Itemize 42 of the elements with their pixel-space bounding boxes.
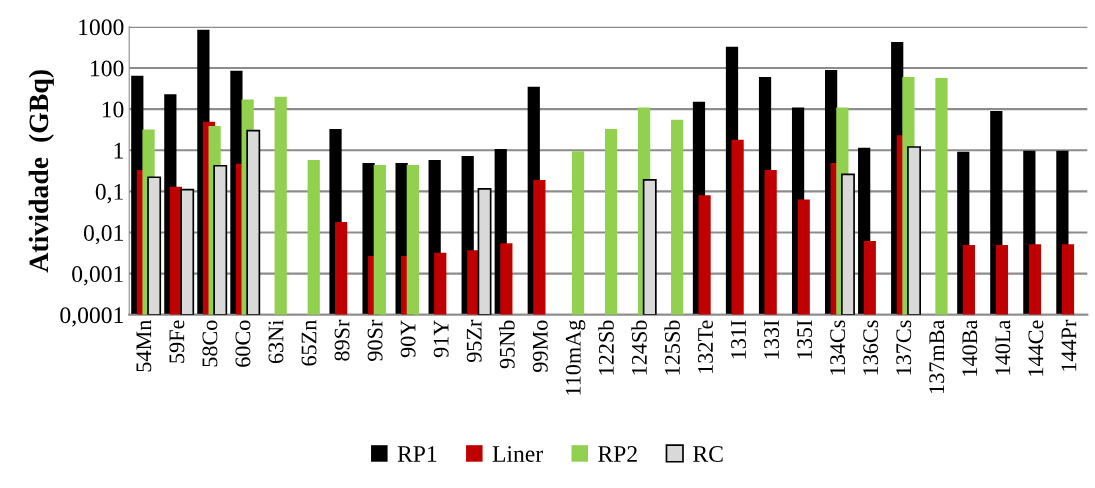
y-tick-label: 0,1 (95, 183, 123, 204)
x-tick-label: 54Mn (136, 319, 152, 372)
x-tick-label: 131I (731, 320, 746, 359)
y-tick-label: 0,0001 (60, 307, 123, 327)
x-tick-label: 58Co (202, 320, 218, 367)
y-tick-label: 100 (91, 60, 124, 77)
x-tick-label: 91Y (433, 320, 449, 358)
x-tick-label: 140La (995, 319, 1011, 375)
x-tick-label: 136Cs (863, 320, 879, 375)
x-tick-label: 132Te (698, 320, 713, 373)
y-tick-label: 10 (102, 101, 124, 118)
x-tick-label: 63Ni (268, 320, 284, 364)
x-tick-label: 65Zn (301, 319, 317, 366)
x-tick-label: 144Pr (1061, 319, 1077, 371)
y-tick-label: 0,001 (72, 266, 123, 286)
x-tick-label: 95Zr (466, 319, 482, 363)
x-tick-label: 90Y (400, 320, 416, 358)
y-tick-label: 1000 (79, 19, 124, 36)
x-tick-label: 133I (764, 320, 780, 359)
x-tick-label: 90Sr (367, 319, 383, 361)
x-tick-label: 137mBa (929, 319, 945, 393)
x-tick-label: 140Ba (962, 319, 978, 376)
x-tick-label: 99Mo (532, 320, 548, 372)
y-tick-label: 0,01 (83, 224, 123, 245)
x-tick-label: 137Cs (896, 320, 912, 375)
x-tick-label: 60Co (235, 320, 251, 367)
legend-label: RP2 (598, 446, 637, 462)
x-tick-label: 122Sb (598, 320, 614, 375)
y-axis-title: Atividade (GBq) (28, 70, 54, 273)
x-tick-label: 134Cs (830, 320, 846, 375)
legend-label: RC (693, 446, 723, 462)
x-tick-label: 59Fe (169, 320, 185, 363)
x-tick-label: 110mAg (565, 320, 586, 395)
x-tick-label: 89Sr (334, 319, 350, 361)
x-tick-label: 95Nb (499, 320, 515, 369)
legend-label: RP1 (397, 446, 437, 462)
y-tick-label: 1 (114, 142, 123, 159)
x-tick-label: 135I (797, 320, 813, 359)
x-tick-label: 144Ce (1028, 320, 1044, 376)
legend-label: Liner (492, 446, 543, 462)
x-tick-label: 124Sb (631, 320, 647, 375)
x-tick-label: 125Sb (664, 320, 680, 375)
